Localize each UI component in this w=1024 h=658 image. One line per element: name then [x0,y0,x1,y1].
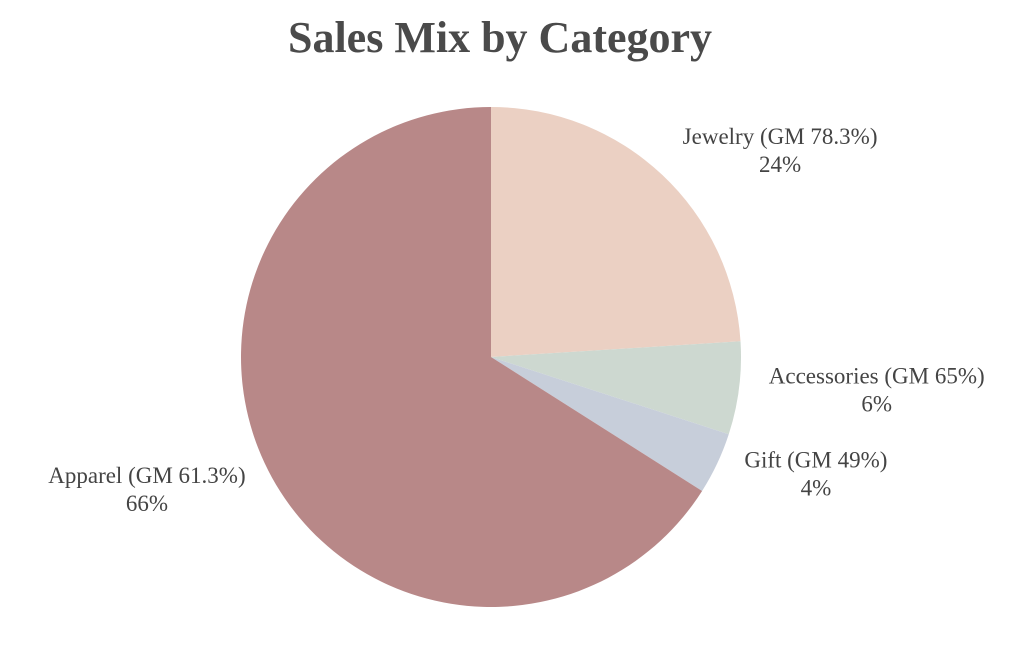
slice-value-label: 4% [801,475,832,500]
chart-title: Sales Mix by Category [288,13,712,62]
slice-label: Accessories (GM 65%) [769,363,985,388]
pie-slice [240,107,703,607]
slice-value-label: 6% [861,391,892,416]
slice-label: Gift (GM 49%) [744,447,887,472]
slice-label: Apparel (GM 61.3%) [48,463,245,488]
pie-slice [491,341,741,435]
slice-value-label: 24% [759,152,801,177]
slice-label: Jewelry (GM 78.3%) [683,124,878,149]
slice-value-label: 66% [126,491,168,516]
pie-slice [491,107,741,357]
pie-slice [491,357,729,491]
